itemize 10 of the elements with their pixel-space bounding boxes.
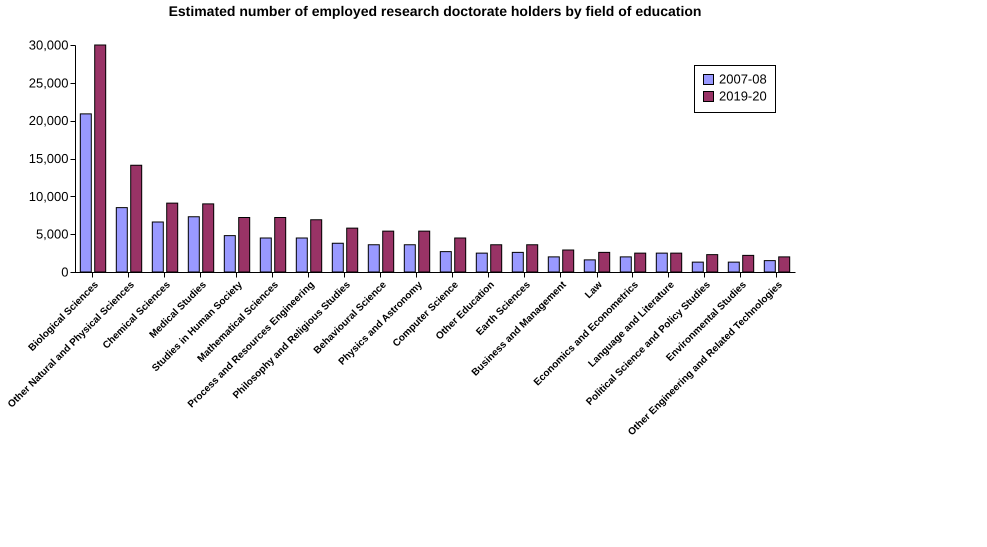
legend-label: 2019-20 <box>719 88 767 104</box>
legend-label: 2007-08 <box>719 72 767 86</box>
y-tick-label: 10,000 <box>28 188 68 204</box>
y-tick-label: 25,000 <box>28 75 68 90</box>
y-tick-label: 0 <box>61 264 68 280</box>
chart-title: Estimated number of employed research doctorate holders by field of education <box>168 3 702 19</box>
y-tick-label: 5,000 <box>36 226 68 242</box>
y-tick-label: 15,000 <box>28 151 68 166</box>
y-tick-label: 30,000 <box>28 38 68 52</box>
y-tick-label: 20,000 <box>28 113 68 128</box>
